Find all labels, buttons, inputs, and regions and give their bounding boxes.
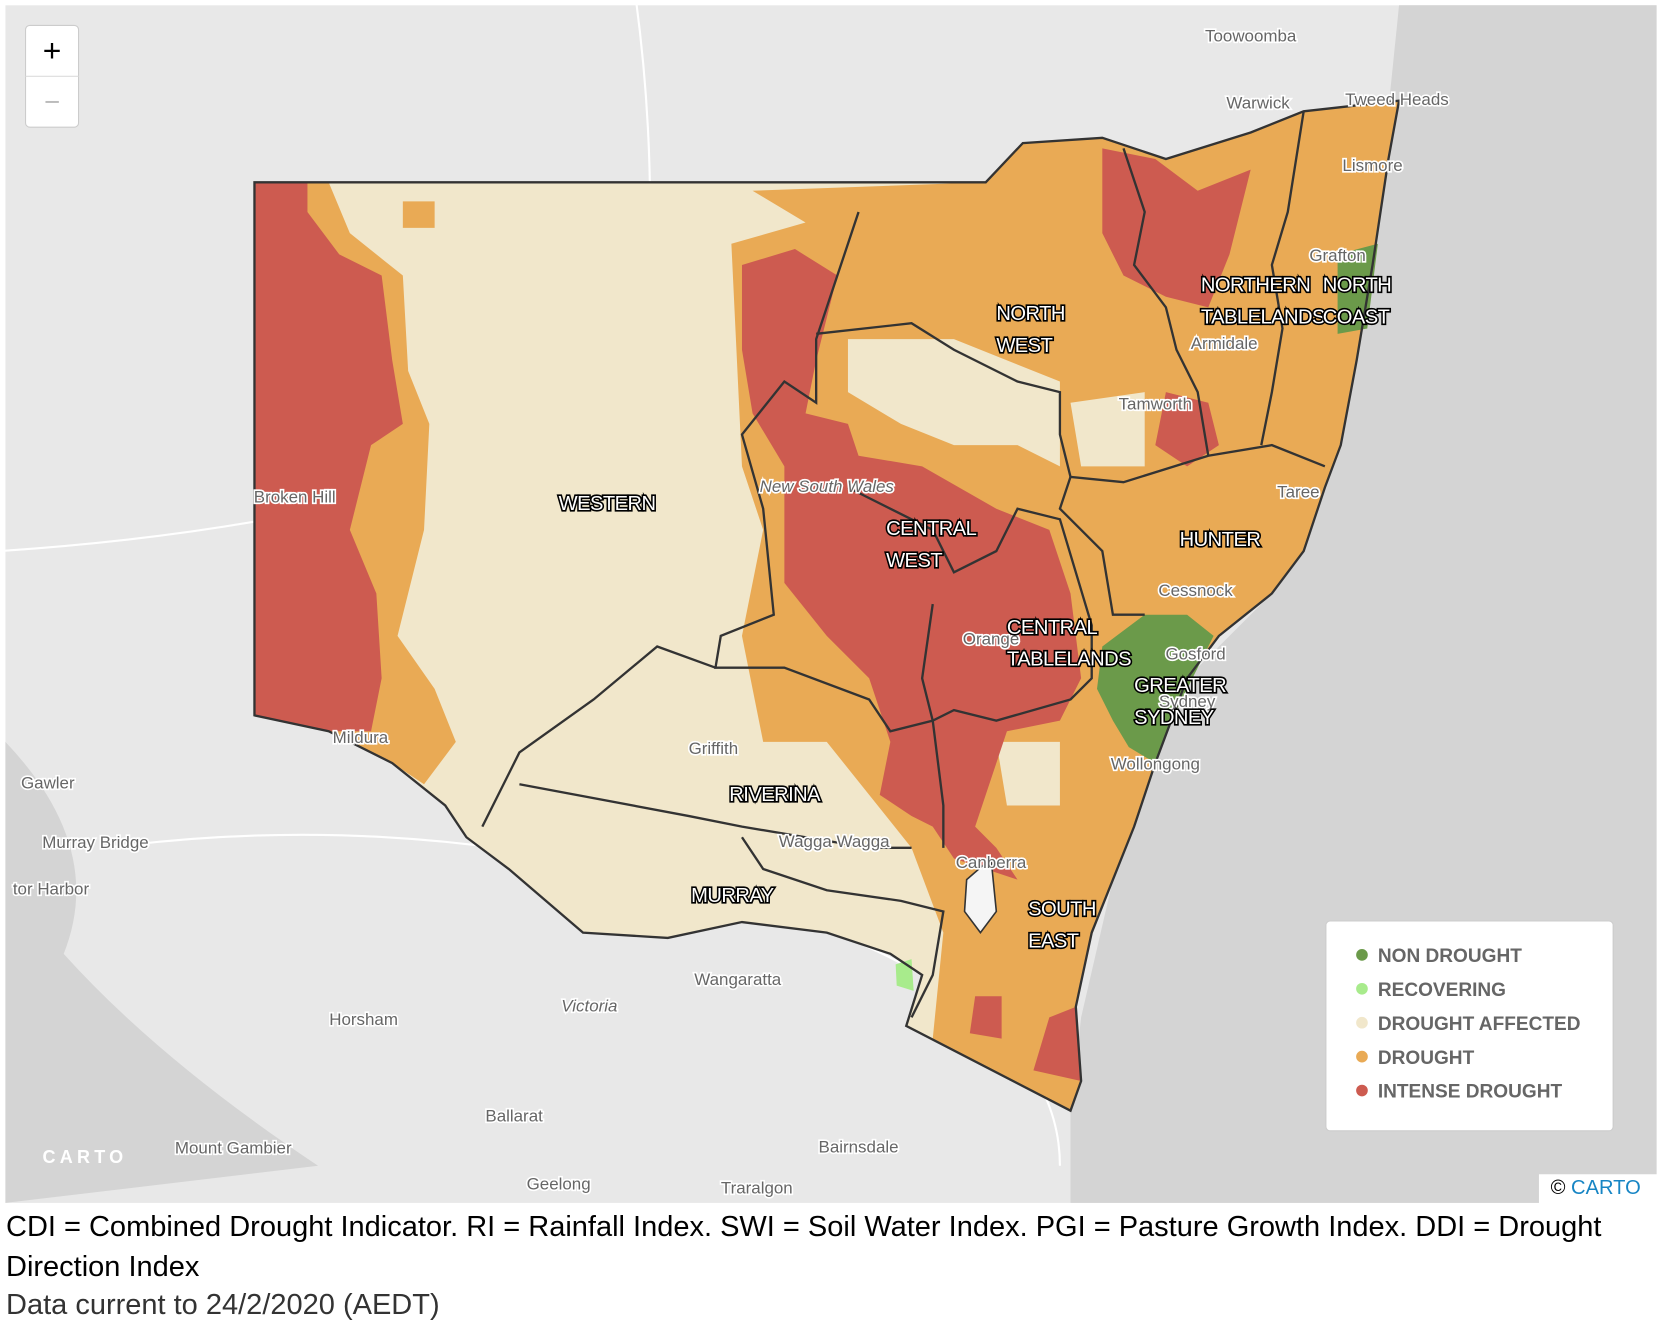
zoom-in[interactable]: + [43, 32, 62, 68]
place-label: Tweed Heads [1345, 90, 1449, 109]
legend: NON DROUGHT RECOVERING DROUGHT AFFECTED DRO… [1325, 920, 1614, 1132]
place-label: Murray Bridge [42, 833, 148, 852]
zoom-out[interactable]: − [44, 86, 60, 117]
attribution-box [1538, 1174, 1658, 1204]
place-label: Mildura [333, 728, 389, 747]
place-label: Warwick [1226, 93, 1290, 112]
place-label: Traralgon [721, 1179, 793, 1198]
affected-patch [847, 339, 1060, 467]
legend-swatch [1356, 1050, 1368, 1063]
intense-patch [1033, 1006, 1082, 1082]
legend-label: NON DROUGHT [1378, 946, 1522, 967]
place-label: Mount Gambier [175, 1138, 292, 1157]
zoom-control: + − [25, 24, 80, 128]
place-label: tor Harbor [13, 880, 90, 899]
region-label: GREATER [1134, 675, 1226, 697]
place-label: Wollongong [1111, 755, 1200, 774]
region-label: WEST [996, 335, 1052, 357]
place-label: Ballarat [485, 1107, 543, 1126]
region-label: WEST [886, 550, 942, 572]
place-label: New South Wales [760, 477, 895, 496]
ocean [1070, 5, 1657, 1203]
non-drought-sydney [1097, 614, 1214, 764]
place-label: Wagga Wagga [779, 832, 890, 851]
legend-swatch [1356, 982, 1368, 995]
place-label: Geelong [527, 1174, 591, 1193]
legend-box [1325, 920, 1614, 1132]
region-label: NORTHERN [1201, 274, 1310, 296]
act [963, 856, 998, 934]
region-label: RIVERINA [729, 784, 821, 806]
legend-label: RECOVERING [1378, 980, 1506, 1001]
region-label: NORTH [996, 303, 1065, 325]
region-label: TABLELANDS [1201, 306, 1325, 328]
region-label: CENTRAL [886, 518, 977, 540]
intense-central [741, 249, 1082, 880]
caption: CDI = Combined Drought Indicator. RI = R… [6, 1211, 1602, 1283]
legend-swatch [1356, 949, 1368, 961]
place-label: Taree [1277, 482, 1319, 501]
legend-swatch [1356, 1084, 1368, 1097]
place-label: Sydney [1159, 692, 1216, 711]
intense-patch [969, 996, 1002, 1039]
intense-west [254, 182, 403, 732]
region-label: COAST [1323, 306, 1390, 328]
attribution: © CARTO [1551, 1177, 1641, 1199]
place-label: Wangaratta [694, 970, 782, 989]
region-label: SYDNEY [1134, 707, 1214, 729]
place-label: Cessnock [1158, 581, 1233, 600]
place-label: Lismore [1342, 156, 1402, 175]
place-label: Gosford [1165, 644, 1225, 663]
carto-logo: CARTO [43, 1147, 128, 1167]
data-current: Data current to 24/2/2020 (AEDT) [6, 1289, 440, 1321]
place-label: Victoria [561, 996, 617, 1015]
intense-north [1102, 148, 1251, 308]
region-label: HUNTER [1180, 529, 1261, 551]
place-label: Horsham [329, 1010, 398, 1029]
region-label: NORTH [1323, 274, 1392, 296]
legend-label: DROUGHT [1378, 1048, 1475, 1069]
map: Toowoomba Warwick Tweed Heads Lismore Grafto… [5, 5, 1658, 1204]
region-label: CENTRAL [1007, 617, 1098, 639]
intense-patch [1155, 392, 1219, 467]
legend-label: INTENSE DROUGHT [1378, 1082, 1563, 1103]
place-label: Toowoomba [1205, 27, 1297, 46]
ocean [5, 741, 319, 1203]
place-label: Tamworth [1119, 394, 1192, 413]
non-drought-coast [1337, 243, 1378, 334]
place-label: Armidale [1191, 334, 1258, 353]
drought-patch [402, 201, 435, 228]
place-label: Griffith [689, 739, 739, 758]
place-label: Bairnsdale [819, 1137, 899, 1156]
region-borders [253, 99, 1401, 1113]
region-label: MURRAY [691, 885, 774, 907]
place-label: Gawler [21, 774, 75, 793]
region-label: EAST [1028, 930, 1079, 952]
region-label: SOUTH [1028, 899, 1096, 921]
place-label: Broken Hill [254, 488, 336, 507]
region-label: TABLELANDS [1007, 649, 1131, 671]
affected-patch [1070, 392, 1145, 467]
affected-patch [996, 741, 1060, 806]
legend-swatch [1356, 1016, 1368, 1029]
copyright: © [1551, 1177, 1566, 1199]
attribution-link[interactable]: CARTO [1571, 1177, 1641, 1199]
legend-label: DROUGHT AFFECTED [1378, 1014, 1581, 1035]
place-label: Canberra [956, 853, 1027, 872]
region-label: WESTERN [559, 493, 656, 515]
place-label: Orange [963, 630, 1020, 649]
place-label: Grafton [1309, 246, 1366, 265]
